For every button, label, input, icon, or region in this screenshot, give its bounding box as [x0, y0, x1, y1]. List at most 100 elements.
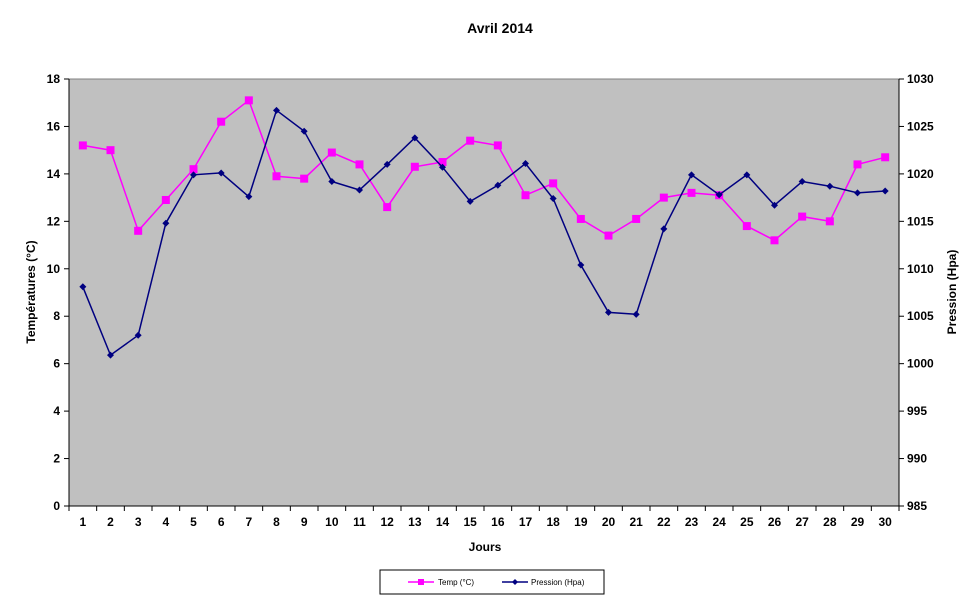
data-point-temp — [161, 195, 170, 204]
data-point-temp — [410, 162, 419, 171]
x-tick-label: 1 — [79, 515, 86, 529]
data-point-temp — [521, 191, 530, 200]
x-tick-label: 9 — [301, 515, 308, 529]
data-point-pression — [522, 159, 529, 167]
x-tick-label: 28 — [823, 515, 837, 529]
axes: 0246810121416189859909951000100510101015… — [47, 72, 934, 529]
data-point-pression — [494, 181, 502, 189]
legend-marker-pression — [512, 579, 518, 585]
x-tick-label: 8 — [273, 515, 280, 529]
data-point-pression — [798, 177, 806, 185]
x-tick-label: 24 — [712, 515, 726, 529]
data-point-pression — [715, 191, 723, 199]
x-tick-label: 23 — [685, 515, 699, 529]
data-point-temp — [438, 158, 447, 167]
data-point-pression — [854, 189, 861, 197]
data-point-temp — [659, 193, 668, 202]
x-tick-label: 20 — [602, 515, 616, 529]
data-point-pression — [549, 195, 557, 203]
y-tick-label-right: 1010 — [907, 262, 934, 276]
y-tick-label-left: 10 — [47, 262, 61, 276]
data-point-temp — [134, 226, 143, 235]
data-point-pression — [273, 106, 280, 114]
x-tick-label: 16 — [491, 515, 505, 529]
data-point-pression — [217, 169, 225, 177]
y-tick-label-left: 18 — [47, 72, 61, 86]
x-tick-label: 22 — [657, 515, 671, 529]
y-tick-label-right: 1020 — [907, 167, 934, 181]
data-point-pression — [356, 186, 363, 194]
y-tick-label-right: 990 — [907, 452, 927, 466]
data-point-pression — [134, 331, 142, 339]
data-point-pression — [190, 171, 197, 179]
x-tick-label: 6 — [218, 515, 225, 529]
y-axis-label-left: Températures (°C) — [24, 240, 38, 343]
data-point-temp — [881, 153, 890, 162]
y-tick-label-left: 0 — [53, 499, 60, 513]
data-point-temp — [244, 96, 253, 105]
chart-title: Avril 2014 — [467, 20, 533, 36]
x-tick-label: 4 — [162, 515, 169, 529]
series-layer — [78, 96, 890, 359]
data-point-pression — [743, 171, 751, 179]
data-point-pression — [162, 219, 170, 227]
x-tick-label: 7 — [245, 515, 252, 529]
data-point-temp — [327, 148, 336, 157]
data-point-pression — [577, 261, 585, 269]
x-tick-label: 2 — [107, 515, 114, 529]
data-point-pression — [688, 171, 695, 179]
x-tick-label: 30 — [878, 515, 892, 529]
series-line-pression — [82, 109, 886, 357]
y-tick-label-left: 4 — [53, 404, 60, 418]
data-point-pression — [771, 201, 778, 209]
y-tick-label-right: 985 — [907, 499, 927, 513]
data-point-temp — [383, 203, 392, 212]
data-point-pression — [466, 197, 474, 205]
legend-marker-temp — [418, 579, 424, 585]
legend-label-temp: Temp (°C) — [438, 578, 474, 587]
x-tick-label: 15 — [463, 515, 477, 529]
x-tick-label: 12 — [380, 515, 394, 529]
data-point-pression — [660, 225, 668, 233]
x-tick-label: 26 — [768, 515, 782, 529]
data-point-temp — [604, 231, 613, 240]
y-tick-label-left: 16 — [47, 119, 61, 133]
data-point-pression — [383, 160, 391, 168]
y-tick-label-right: 995 — [907, 404, 927, 418]
legend-label-pression: Pression (Hpa) — [531, 578, 585, 587]
y-tick-label-right: 1000 — [907, 357, 934, 371]
data-point-temp — [576, 214, 585, 223]
data-point-temp — [106, 146, 115, 155]
data-point-temp — [549, 179, 558, 188]
data-point-temp — [798, 212, 807, 221]
y-tick-label-left: 14 — [47, 167, 61, 181]
data-point-pression — [881, 187, 889, 195]
y-tick-label-right: 1025 — [907, 119, 934, 133]
data-point-temp — [687, 188, 696, 197]
x-tick-label: 19 — [574, 515, 588, 529]
y-tick-label-left: 12 — [47, 214, 61, 228]
y-axis-label-right: Pression (Hpa) — [945, 250, 959, 335]
x-tick-label: 13 — [408, 515, 422, 529]
x-tick-label: 27 — [795, 515, 809, 529]
data-point-temp — [355, 160, 364, 169]
data-point-pression — [439, 163, 446, 171]
data-point-temp — [632, 214, 641, 223]
x-tick-label: 18 — [546, 515, 560, 529]
data-point-pression — [826, 182, 834, 190]
y-tick-label-right: 1005 — [907, 309, 934, 323]
data-point-pression — [300, 127, 308, 135]
x-tick-label: 3 — [135, 515, 142, 529]
y-tick-label-right: 1030 — [907, 72, 934, 86]
data-point-temp — [853, 160, 862, 169]
x-tick-label: 21 — [629, 515, 643, 529]
data-point-pression — [411, 134, 419, 142]
data-point-temp — [770, 236, 779, 245]
x-tick-label: 11 — [353, 515, 366, 529]
data-point-pression — [107, 351, 114, 359]
data-point-pression — [605, 308, 612, 316]
data-point-temp — [189, 165, 198, 174]
y-tick-label-left: 6 — [53, 357, 60, 371]
x-axis-label: Jours — [469, 540, 502, 554]
